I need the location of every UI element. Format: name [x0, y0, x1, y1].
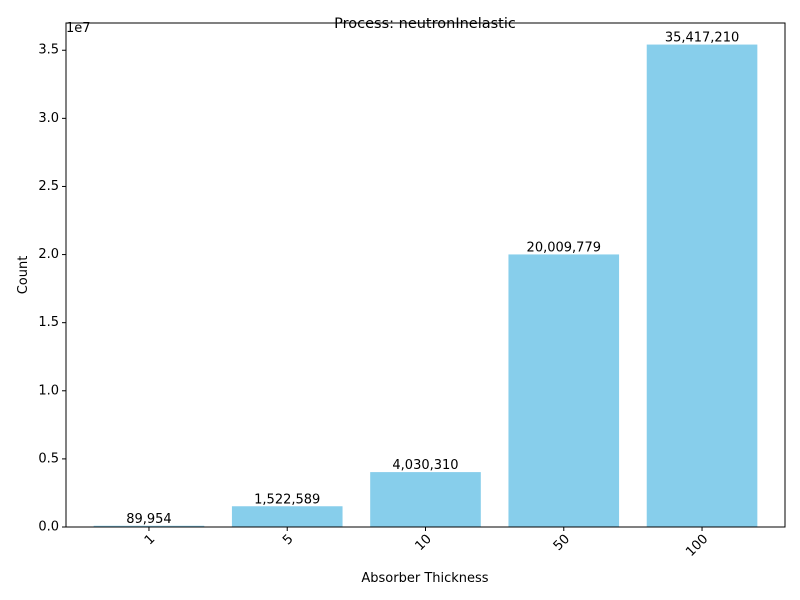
bar-50 — [508, 254, 620, 527]
x-axis: 1 5 10 50 100 — [142, 527, 711, 560]
bar-value-label-1: 89,954 — [126, 512, 172, 527]
y-axis-label: Count — [16, 256, 31, 295]
bars-group — [93, 44, 758, 527]
y-tick-label: 3.5 — [38, 43, 59, 58]
y-tick-label: 0.5 — [38, 451, 59, 466]
x-tick-label-5: 5 — [280, 532, 296, 548]
x-tick-label-50: 50 — [551, 532, 573, 554]
x-axis-label: Absorber Thickness — [361, 571, 488, 586]
y-tick-label: 1.5 — [38, 315, 59, 330]
y-tick-label: 1.0 — [38, 383, 59, 398]
x-tick-label-1: 1 — [142, 532, 158, 548]
bar-1 — [93, 525, 205, 527]
bar-10 — [370, 472, 481, 527]
y-tick-label: 3.0 — [38, 111, 59, 126]
bar-value-label-50: 20,009,779 — [527, 240, 601, 255]
x-tick-label-100: 100 — [683, 532, 711, 560]
bar-value-label-100: 35,417,210 — [665, 31, 739, 46]
y-tick-label: 2.0 — [38, 247, 59, 262]
bar-value-label-5: 1,522,589 — [254, 492, 320, 507]
bar-5 — [231, 506, 343, 527]
bar-100 — [646, 44, 758, 527]
y-axis: 0.0 0.5 1.0 1.5 2.0 2.5 3.0 3.5 — [38, 43, 66, 535]
bar-labels-group: 89,954 1,522,589 4,030,310 20,009,779 35,417… — [126, 31, 739, 527]
y-tick-label: 0.0 — [38, 520, 59, 535]
y-offset-label: 1e7 — [66, 21, 91, 36]
x-tick-label-10: 10 — [412, 532, 434, 554]
plot-frame — [65, 22, 786, 528]
chart-title: Process: neutronInelastic — [334, 16, 516, 32]
y-tick-label: 2.5 — [38, 179, 59, 194]
bar-value-label-10: 4,030,310 — [392, 458, 458, 473]
